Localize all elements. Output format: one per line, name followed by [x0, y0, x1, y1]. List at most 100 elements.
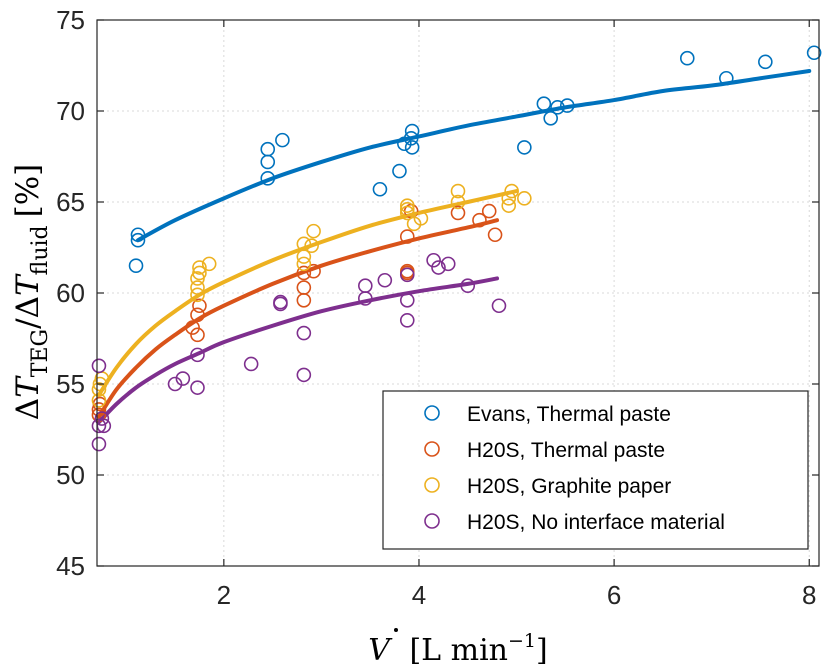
data-point	[481, 203, 497, 219]
data-point	[517, 191, 532, 206]
y-tick-label: 45	[56, 551, 85, 581]
data-point	[306, 263, 321, 279]
legend-marker	[424, 513, 440, 529]
data-point	[536, 96, 552, 112]
fit-line	[96, 276, 500, 425]
data-point	[719, 70, 734, 86]
data-point	[440, 256, 456, 272]
y-tick-label: 50	[56, 460, 85, 490]
x-axis-symbol-dot	[394, 628, 398, 632]
fit-line	[135, 68, 812, 243]
y-tick-label: 55	[56, 369, 85, 399]
y-axis-delta: Δ	[10, 398, 46, 420]
legend-label: H20S, Graphite paper	[467, 475, 671, 498]
data-point	[192, 260, 207, 275]
data-point	[501, 191, 517, 206]
data-point	[399, 292, 415, 308]
data-point	[413, 211, 429, 226]
data-point	[399, 201, 415, 217]
y-tick-label: 70	[56, 96, 85, 126]
data-markers	[91, 45, 822, 452]
data-point	[190, 280, 205, 295]
data-point	[472, 212, 487, 228]
data-point	[130, 227, 146, 243]
y-tick-label: 75	[56, 5, 85, 35]
data-point	[296, 236, 312, 252]
data-point	[306, 223, 321, 239]
data-point	[399, 229, 415, 244]
data-point	[372, 181, 388, 197]
data-point	[550, 100, 565, 115]
data-point	[91, 358, 107, 374]
data-point	[806, 45, 822, 61]
data-point	[487, 227, 503, 243]
data-point	[517, 140, 532, 155]
data-point	[404, 140, 420, 155]
data-point	[190, 327, 205, 343]
data-point	[201, 256, 217, 272]
data-point	[192, 265, 207, 281]
x-axis-symbol: V	[368, 633, 393, 668]
data-point	[94, 411, 110, 426]
data-point	[543, 110, 558, 126]
y-axis-unit: [%]	[10, 164, 46, 218]
x-tick-label: 2	[217, 580, 231, 610]
data-point	[504, 183, 519, 199]
data-point	[358, 291, 373, 306]
data-point	[260, 141, 276, 157]
data-point	[273, 294, 288, 310]
data-point	[431, 260, 446, 275]
data-point	[91, 382, 107, 397]
data-point	[260, 154, 276, 170]
data-point	[167, 376, 183, 392]
y-tick-label: 60	[56, 278, 85, 308]
data-point	[243, 356, 259, 372]
data-point	[450, 183, 466, 199]
x-axis-label: V [L min−1]	[368, 630, 547, 668]
y-axis-slash: /	[10, 318, 46, 329]
data-point	[275, 132, 290, 148]
data-point	[192, 298, 207, 314]
data-point	[296, 325, 312, 341]
x-tick-label: 8	[802, 580, 816, 610]
legend-label: Evans, Thermal paste	[467, 403, 671, 426]
data-point	[491, 298, 507, 314]
y-tick-label: 65	[56, 187, 85, 217]
data-point	[91, 402, 107, 417]
data-point	[190, 307, 205, 323]
legend-label: H20S, No interface material	[467, 511, 725, 534]
legend-marker	[424, 441, 440, 457]
data-point	[377, 272, 393, 288]
data-point	[296, 265, 312, 281]
data-point	[260, 171, 276, 186]
data-point	[185, 320, 200, 335]
legend-label: H20S, Thermal paste	[467, 439, 665, 462]
data-point	[296, 280, 312, 295]
y-axis-sub-teg: TEG	[28, 329, 53, 377]
data-point	[296, 292, 312, 308]
data-point	[190, 380, 205, 395]
data-point	[404, 123, 420, 139]
data-point	[91, 393, 107, 408]
x-tick-label: 4	[412, 580, 426, 610]
x-axis-exponent: −1	[508, 630, 536, 652]
data-point	[91, 418, 107, 434]
data-point	[399, 198, 415, 213]
data-point	[399, 263, 415, 279]
data-point	[399, 205, 415, 221]
x-axis-close: ]	[536, 633, 548, 668]
legend: Evans, Thermal paste H20S, Thermal paste H…	[382, 390, 809, 550]
data-point	[91, 436, 107, 452]
data-point	[399, 267, 415, 283]
x-axis-unit: [L min	[409, 633, 508, 668]
data-point	[175, 371, 191, 386]
data-point	[128, 258, 144, 274]
legend-box	[382, 390, 809, 550]
y-axis-sub-fluid: fluid	[28, 225, 53, 275]
data-point	[296, 256, 312, 272]
data-point	[392, 163, 407, 179]
data-point	[190, 347, 205, 363]
data-point	[758, 54, 773, 70]
data-point	[399, 312, 415, 328]
